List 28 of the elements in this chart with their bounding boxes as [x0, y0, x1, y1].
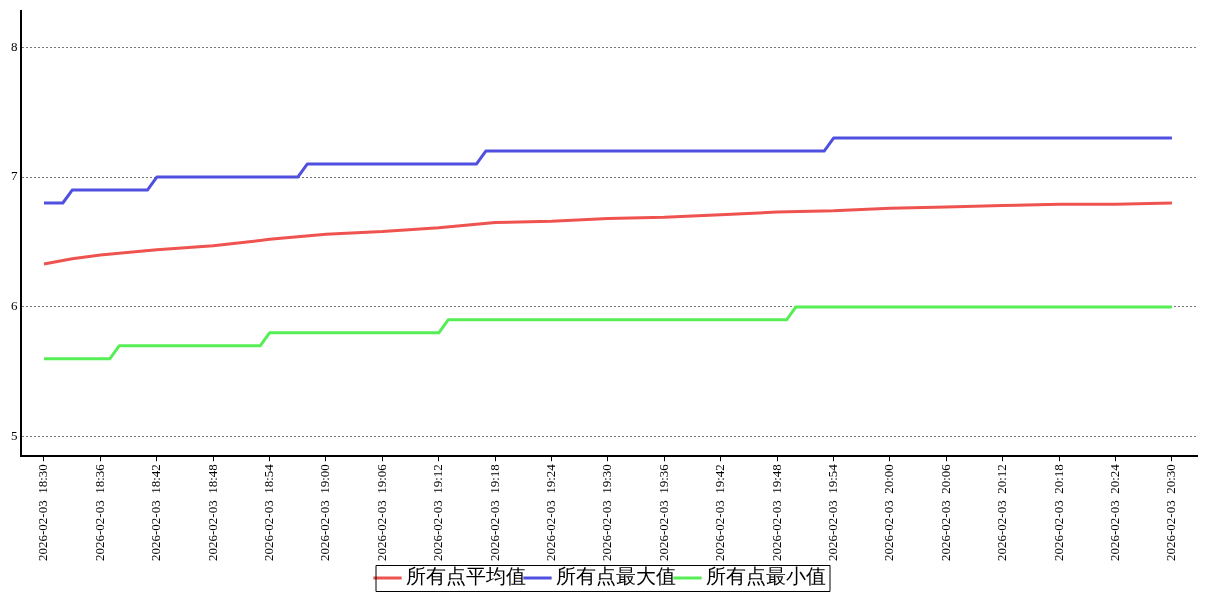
y-tick-label: 5: [11, 428, 18, 444]
x-tick-label: 2026-02-03 19:36: [655, 463, 671, 562]
x-tick-label: 2026-02-03 19:30: [599, 464, 615, 562]
x-tick-label: 2026-02-03 20:30: [1163, 464, 1179, 562]
x-tick-label: 2026-02-03 20:00: [881, 464, 897, 562]
legend-label: 所有点最小值: [705, 565, 826, 588]
x-tick-label: 2026-02-03 18:30: [35, 464, 51, 562]
x-tick-label: 2026-02-03 18:54: [261, 463, 277, 562]
x-tick-label: 2026-02-03 19:42: [712, 464, 728, 562]
y-tick-label: 8: [11, 38, 18, 54]
x-tick-label: 2026-02-03 19:12: [430, 464, 446, 562]
y-tick-label: 7: [11, 168, 18, 184]
legend-label: 所有点最大值: [555, 565, 676, 588]
y-tick-label: 6: [11, 298, 18, 314]
x-tick-label: 2026-02-03 20:12: [994, 464, 1010, 562]
x-tick-label: 2026-02-03 18:42: [148, 464, 164, 562]
x-tick-label: 2026-02-03 20:18: [1050, 464, 1066, 562]
x-tick-label: 2026-02-03 18:36: [91, 463, 107, 562]
x-tick-label: 2026-02-03 19:24: [542, 463, 558, 562]
x-tick-label: 2026-02-03 19:00: [317, 464, 333, 562]
x-tick-label: 2026-02-03 19:48: [768, 464, 784, 562]
x-tick-label: 2026-02-03 18:48: [204, 464, 220, 562]
x-tick-label: 2026-02-03 20:24: [1106, 463, 1122, 562]
legend-label: 所有点平均值: [405, 565, 526, 588]
x-tick-label: 2026-02-03 19:06: [373, 463, 389, 562]
x-tick-label: 2026-02-03 19:18: [486, 464, 502, 562]
x-tick-label: 2026-02-03 20:06: [937, 463, 953, 562]
x-tick-label: 2026-02-03 19:54: [824, 463, 840, 562]
